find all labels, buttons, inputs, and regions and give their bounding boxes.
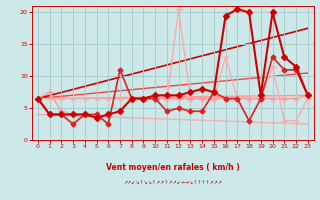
- Text: ↗↗↙↘↑↘↘↑↗↗↑↗↗↙→→↘↑↑↑↑↗↗↗: ↗↗↙↘↑↘↘↑↗↗↑↗↗↙→→↘↑↑↑↑↗↗↗: [123, 180, 222, 185]
- X-axis label: Vent moyen/en rafales ( km/h ): Vent moyen/en rafales ( km/h ): [106, 163, 240, 172]
